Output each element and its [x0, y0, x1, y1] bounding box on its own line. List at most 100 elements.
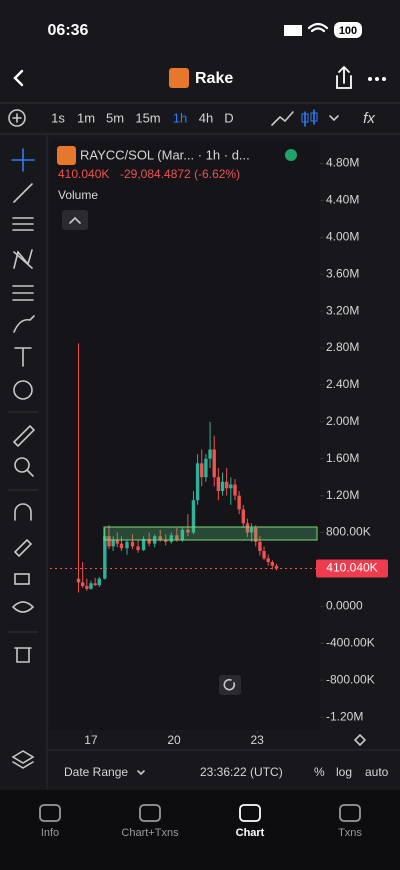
tab-label[interactable]: Chart [236, 827, 265, 839]
tab-label[interactable]: Txns [338, 827, 362, 839]
price-change: -29,084.4872 (-6.62%) [120, 167, 240, 181]
candle-body [80, 582, 85, 587]
candle-body [103, 536, 107, 579]
y-tick-label: 1.20M [326, 488, 359, 502]
candle-body [233, 484, 237, 496]
battery-level: 100 [339, 25, 357, 37]
interval-button[interactable]: 5m [106, 110, 124, 125]
candle-body [216, 477, 221, 492]
tab-icon [339, 804, 361, 822]
line-type[interactable] [271, 111, 294, 126]
candle-body [208, 449, 212, 459]
x-tick-label: 17 [84, 733, 98, 747]
log-toggle[interactable]: log [336, 765, 352, 779]
candle-body [125, 541, 129, 549]
fib-tool[interactable] [12, 285, 34, 301]
lock-draw-tool[interactable] [13, 538, 33, 558]
last-price: 410.040K [58, 167, 109, 181]
x-tick-label: 20 [167, 733, 181, 747]
formula-button[interactable]: fx [363, 110, 375, 127]
share-button[interactable] [336, 65, 352, 89]
y-tick-label: 2.00M [326, 414, 359, 428]
candle-body [266, 558, 270, 563]
pattern-tool[interactable] [13, 249, 33, 269]
candle-body [115, 539, 119, 544]
x-tick-label: 23 [250, 733, 264, 747]
emoji-tool[interactable] [13, 380, 33, 400]
candle-body [147, 538, 151, 544]
trendline-tool[interactable] [13, 183, 33, 203]
last-price-tag [316, 559, 388, 578]
tab-label[interactable]: Chart+Txns [121, 827, 179, 839]
y-tick-label: 2.80M [326, 340, 359, 354]
candle-body [200, 463, 204, 478]
text-tool[interactable] [14, 347, 32, 367]
y-tick-label: 4.40M [326, 193, 359, 207]
y-tick-label: 3.60M [326, 266, 359, 280]
status-time: 06:36 [48, 22, 89, 39]
y-tick-label: 2.40M [326, 377, 359, 391]
crosshair-tool[interactable] [11, 148, 35, 172]
zoom-tool-handle [26, 469, 34, 477]
delete-tool[interactable] [14, 647, 32, 663]
more-button[interactable] [368, 77, 386, 81]
collapse-button[interactable] [62, 210, 88, 230]
auto-toggle[interactable]: auto [365, 765, 389, 779]
add-indicator[interactable] [8, 109, 26, 127]
lock-tool[interactable] [14, 573, 30, 585]
candle-body [111, 539, 115, 547]
y-tick-label: -1.20M [326, 709, 363, 723]
candle-body [169, 535, 173, 542]
y-tick-label: 3.20M [326, 303, 359, 317]
visibility-tool[interactable] [12, 601, 35, 613]
date-range-button[interactable]: Date Range [64, 765, 128, 779]
pair-avatar [57, 146, 76, 165]
battery-icon [334, 22, 362, 38]
zoom-tool[interactable] [14, 457, 30, 473]
reset-button[interactable] [219, 675, 241, 695]
candle-body [249, 527, 254, 533]
interval-button[interactable]: D [224, 110, 233, 125]
dropdown [137, 770, 145, 776]
clock: 23:36:22 (UTC) [200, 765, 283, 779]
candle-body [97, 578, 101, 586]
volume-label: Volume [58, 188, 98, 202]
candle-body [224, 481, 229, 489]
y-tick-label: 0.0000 [326, 599, 363, 613]
channel-tool[interactable] [12, 217, 34, 231]
ruler-tool[interactable] [12, 424, 36, 448]
interval-button[interactable]: 1m [77, 110, 95, 125]
signal-icon [284, 25, 302, 36]
brush-tool[interactable] [13, 315, 35, 333]
candle-body [119, 543, 124, 549]
header-title: Rake [195, 70, 233, 87]
y-tick-label: 800.00K [326, 525, 371, 539]
tab-label[interactable]: Info [41, 827, 59, 839]
candle-body [195, 463, 200, 501]
back-button[interactable] [13, 69, 24, 87]
candle-body [89, 583, 93, 589]
interval-button[interactable]: 4h [199, 110, 213, 125]
interval-button[interactable]: 1h [173, 110, 187, 125]
magnet-tool[interactable] [14, 503, 32, 521]
interval-button[interactable]: 1s [51, 110, 65, 125]
candle-body [186, 529, 190, 533]
candle-body [180, 529, 185, 540]
tab-icon [39, 804, 61, 822]
candle-body [175, 535, 179, 540]
candle-body [164, 539, 168, 542]
candle-body [262, 550, 266, 559]
tab-icon [139, 804, 161, 822]
interval-button[interactable]: 15m [135, 110, 160, 125]
layers-tool[interactable] [11, 750, 35, 769]
percent-toggle[interactable]: % [314, 765, 325, 779]
y-tick-label: 4.00M [326, 229, 359, 243]
settings-button[interactable] [353, 733, 367, 747]
candle-body [85, 586, 89, 589]
wifi-icon [307, 22, 329, 33]
y-tick-label: 1.60M [326, 451, 359, 465]
dropdown[interactable] [329, 115, 339, 122]
last-price-tag-label: 410.040K [326, 561, 377, 575]
reset-icon [223, 678, 236, 691]
candle-body [245, 523, 250, 533]
